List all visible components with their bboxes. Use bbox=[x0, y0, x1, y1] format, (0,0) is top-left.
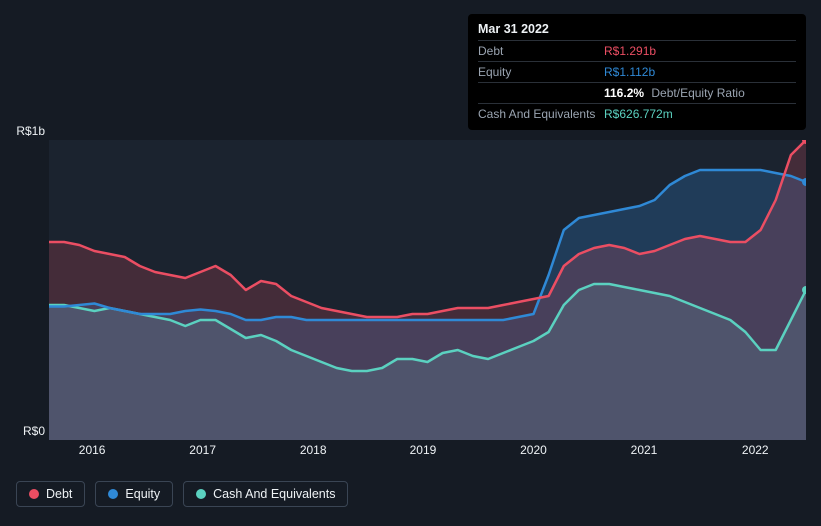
tooltip-row-ratio: 116.2% Debt/Equity Ratio bbox=[478, 82, 796, 103]
tooltip-cash-label: Cash And Equivalents bbox=[478, 107, 604, 121]
tooltip-ratio-value: 116.2% Debt/Equity Ratio bbox=[604, 86, 745, 100]
plot-area bbox=[49, 140, 806, 440]
legend-dot-icon bbox=[29, 489, 39, 499]
legend-label: Equity bbox=[125, 487, 160, 501]
legend-item-equity[interactable]: Equity bbox=[95, 481, 173, 507]
tooltip-ratio-spacer bbox=[478, 86, 604, 100]
y-axis-label-top: R$1b bbox=[0, 124, 45, 138]
legend-dot-icon bbox=[196, 489, 206, 499]
x-axis: 2016 2017 2018 2019 2020 2021 2022 bbox=[49, 443, 806, 463]
legend-label: Cash And Equivalents bbox=[213, 487, 335, 501]
legend-item-debt[interactable]: Debt bbox=[16, 481, 85, 507]
financials-chart: R$1b R$0 2016 2017 2018 2019 2020 2021 2022 Ma… bbox=[0, 0, 821, 526]
tooltip-row-cash: Cash And Equivalents R$626.772m bbox=[478, 103, 796, 124]
legend-dot-icon bbox=[108, 489, 118, 499]
legend-label: Debt bbox=[46, 487, 72, 501]
tooltip-debt-value: R$1.291b bbox=[604, 44, 656, 58]
x-tick: 2019 bbox=[410, 443, 437, 457]
chart-tooltip: Mar 31 2022 Debt R$1.291b Equity R$1.112… bbox=[468, 14, 806, 130]
tooltip-row-debt: Debt R$1.291b bbox=[478, 40, 796, 61]
tooltip-cash-value: R$626.772m bbox=[604, 107, 673, 121]
legend: Debt Equity Cash And Equivalents bbox=[16, 481, 348, 507]
tooltip-debt-label: Debt bbox=[478, 44, 604, 58]
x-tick: 2021 bbox=[631, 443, 658, 457]
x-tick: 2017 bbox=[189, 443, 216, 457]
tooltip-equity-value: R$1.112b bbox=[604, 65, 655, 79]
x-tick: 2020 bbox=[520, 443, 547, 457]
y-axis-label-bottom: R$0 bbox=[0, 424, 45, 438]
tooltip-date: Mar 31 2022 bbox=[478, 22, 796, 36]
x-tick: 2018 bbox=[300, 443, 327, 457]
tooltip-equity-label: Equity bbox=[478, 65, 604, 79]
x-tick: 2016 bbox=[79, 443, 106, 457]
tooltip-row-equity: Equity R$1.112b bbox=[478, 61, 796, 82]
x-tick: 2022 bbox=[742, 443, 769, 457]
legend-item-cash-and-equivalents[interactable]: Cash And Equivalents bbox=[183, 481, 348, 507]
